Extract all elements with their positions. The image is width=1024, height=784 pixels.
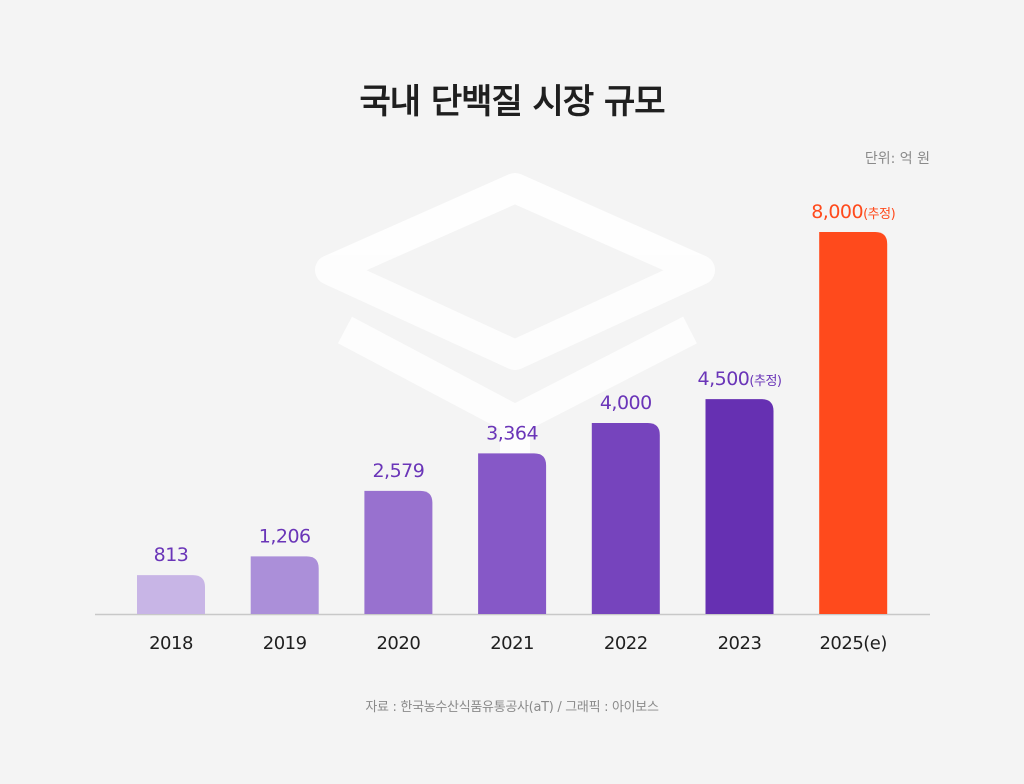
value-label-2022: 4,000 [600,392,652,414]
category-label-2023: 2023 [718,633,762,654]
bar-2018 [137,575,205,614]
unit-label: 단위: 억 원 [864,151,930,167]
value-label-2020: 2,579 [372,460,424,482]
value-label-2018: 813 [154,544,189,566]
category-label-2021: 2021 [490,633,534,654]
value-label-2025(e): 8,000(추정) [811,201,895,223]
bar-2022 [591,423,660,614]
category-labels-group: 2018 2019 2020 2021 2022 2023 2025(e) [149,633,887,654]
bar-2021 [478,453,547,614]
category-label-2022: 2022 [604,633,648,654]
bars-group [137,232,888,614]
value-label-2023: 4,500(추정) [698,368,782,390]
value-label-2019: 1,206 [259,525,311,547]
category-label-2018: 2018 [149,633,193,654]
category-label-2020: 2020 [376,633,420,654]
bar-2023 [705,399,774,614]
bar-2020 [364,490,433,614]
category-label-2019: 2019 [263,633,307,654]
value-label-2021: 3,364 [486,422,538,444]
bar-2019 [250,556,319,614]
bar-2025(e) [819,232,888,614]
category-label-2025(e): 2025(e) [819,633,886,654]
chart-title: 국내 단백질 시장 규모 [359,82,665,122]
value-labels-group: 813 1,206 2,579 3,364 4,000 4,500(추정) 8,000(추정… [154,201,896,566]
source-caption: 자료 : 한국농수산식품유통공사(aT) / 그래픽 : 아이보스 [365,700,659,715]
